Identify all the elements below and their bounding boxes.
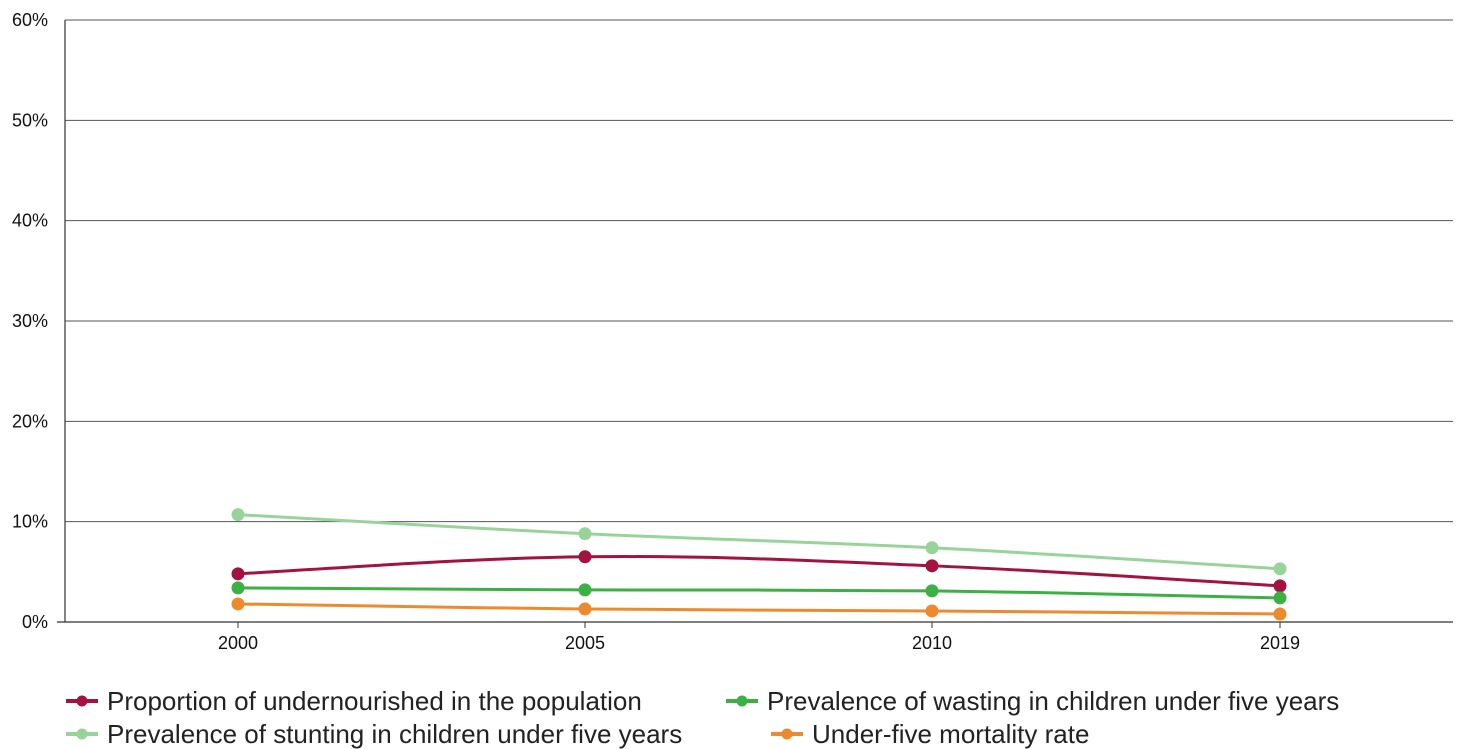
x-tick-label: 2005 <box>565 633 605 653</box>
data-point <box>231 508 245 522</box>
data-point <box>578 583 592 597</box>
x-tick-label: 2019 <box>1260 633 1300 653</box>
tick-labels: 0% 10% 20% 30% 40% 50% 60% 2000 2005 2010 2019 <box>12 10 1300 653</box>
y-tick-label: 40% <box>12 211 48 231</box>
grid-lines <box>65 19 1453 523</box>
data-point <box>231 581 245 595</box>
x-tick-label: 2010 <box>912 633 952 653</box>
data-point <box>925 559 939 573</box>
series-lines <box>231 508 1287 621</box>
y-tick-label: 0% <box>22 612 48 632</box>
legend-label: Under-five mortality rate <box>812 719 1089 749</box>
y-tick-label: 60% <box>12 10 48 30</box>
y-tick-label: 10% <box>12 512 48 532</box>
legend-item: Prevalence of stunting in children under… <box>66 719 682 749</box>
data-point <box>1273 562 1287 576</box>
legend-item: Proportion of undernourished in the popu… <box>66 686 642 716</box>
data-point <box>578 527 592 541</box>
data-point <box>1273 591 1287 605</box>
y-tick-label: 50% <box>12 110 48 130</box>
data-point <box>925 584 939 598</box>
legend-item: Under-five mortality rate <box>771 719 1089 749</box>
legend-swatch-marker <box>76 695 88 707</box>
legend-swatch-marker <box>76 728 88 740</box>
data-point <box>578 602 592 616</box>
series-3 <box>231 597 1287 621</box>
data-point <box>925 541 939 555</box>
y-tick-label: 30% <box>12 311 48 331</box>
data-point <box>231 597 245 611</box>
legend-label: Prevalence of wasting in children under … <box>767 686 1339 716</box>
legend-label: Prevalence of stunting in children under… <box>107 719 682 749</box>
series-2 <box>231 508 1287 576</box>
series-line <box>236 555 1282 588</box>
series-line <box>236 513 1282 571</box>
legend-swatch-marker <box>736 695 748 707</box>
legend-label: Proportion of undernourished in the popu… <box>107 686 642 716</box>
legend-swatch-marker <box>781 728 793 740</box>
x-tick-label: 2000 <box>218 633 258 653</box>
series-0 <box>231 550 1287 593</box>
data-point <box>1273 579 1287 593</box>
y-tick-label: 20% <box>12 411 48 431</box>
series-1 <box>231 581 1287 605</box>
data-point <box>925 604 939 618</box>
legend: Proportion of undernourished in the popu… <box>66 686 1339 749</box>
data-point <box>231 567 245 581</box>
series-line <box>236 602 1282 616</box>
axes <box>57 20 1453 628</box>
data-point <box>1273 607 1287 621</box>
legend-item: Prevalence of wasting in children under … <box>726 686 1339 716</box>
series-line <box>236 586 1282 600</box>
data-point <box>578 550 592 564</box>
